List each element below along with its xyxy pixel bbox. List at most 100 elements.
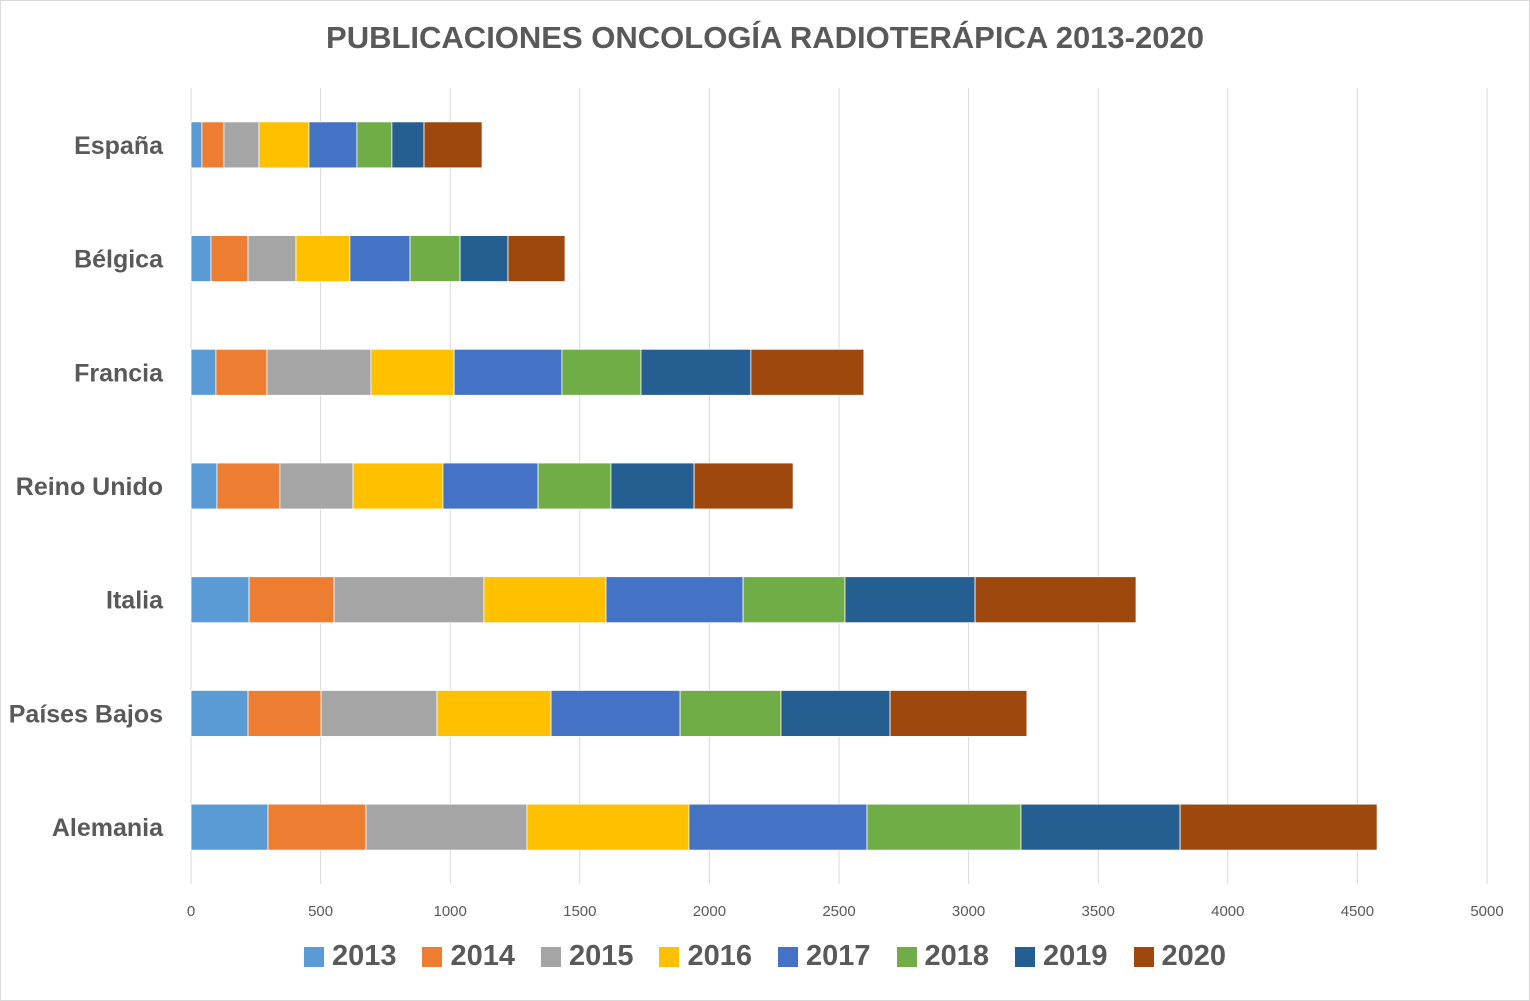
x-tick-label: 2000 bbox=[693, 903, 726, 920]
bar-segment-2017 bbox=[308, 121, 358, 169]
legend-swatch bbox=[896, 946, 917, 967]
x-tick-label: 5000 bbox=[1470, 903, 1503, 920]
bar-segment-2013 bbox=[190, 803, 269, 851]
bar-segment-2018 bbox=[561, 348, 642, 396]
bar-segment-2014 bbox=[248, 576, 335, 624]
x-tick-label: 3500 bbox=[1082, 903, 1115, 920]
bar-segment-2013 bbox=[190, 348, 217, 396]
legend-swatch bbox=[1015, 946, 1036, 967]
x-tick-label: 4000 bbox=[1211, 903, 1244, 920]
bar-segment-2020 bbox=[423, 121, 483, 169]
bar-segment-2017 bbox=[349, 235, 411, 282]
bar-segment-2016 bbox=[526, 803, 690, 851]
bar-segment-2019 bbox=[844, 576, 976, 624]
bar-segment-2016 bbox=[352, 462, 444, 510]
bar-segment-2016 bbox=[258, 121, 310, 169]
category-label: Francia bbox=[74, 359, 164, 387]
legend-swatch bbox=[540, 946, 561, 967]
legend-item-2016: 2016 bbox=[659, 940, 752, 973]
chart-title: PUBLICACIONES ONCOLOGÍA RADIOTERÁPICA 20… bbox=[326, 20, 1204, 55]
bar-segment-2017 bbox=[453, 348, 563, 396]
category-label: Alemania bbox=[52, 814, 164, 842]
legend-swatch bbox=[303, 946, 324, 967]
legend-label: 2013 bbox=[331, 940, 397, 972]
legend-item-2014: 2014 bbox=[422, 940, 515, 973]
category-label: Países Bajos bbox=[9, 700, 163, 728]
bar-segment-2015 bbox=[279, 462, 354, 510]
x-tick-label: 1500 bbox=[563, 903, 596, 920]
bar-segment-2018 bbox=[866, 803, 1022, 851]
legend-label: 2015 bbox=[568, 940, 634, 972]
bar-segment-2014 bbox=[210, 235, 249, 282]
legend-item-2015: 2015 bbox=[540, 940, 634, 973]
bar-segment-2019 bbox=[1020, 803, 1181, 851]
legend-swatch bbox=[422, 946, 443, 967]
bar-segment-2017 bbox=[688, 803, 868, 851]
legend-swatch bbox=[778, 946, 798, 967]
bar-segment-2018 bbox=[409, 235, 461, 282]
bar-segment-2015 bbox=[365, 803, 528, 851]
x-tick-label: 4500 bbox=[1341, 903, 1374, 920]
bar-segment-2013 bbox=[190, 462, 218, 510]
bar-segment-2018 bbox=[679, 690, 782, 737]
bar-segment-2015 bbox=[247, 235, 297, 282]
bar-segment-2018 bbox=[537, 462, 612, 510]
x-tick-label: 1000 bbox=[434, 903, 467, 920]
bar-segment-2017 bbox=[605, 576, 744, 624]
legend-item-2017: 2017 bbox=[778, 940, 871, 973]
bar-segment-2016 bbox=[483, 576, 607, 624]
bar-segment-2020 bbox=[974, 576, 1137, 624]
bar-segment-2018 bbox=[742, 576, 846, 624]
bar-segment-2018 bbox=[356, 121, 393, 169]
bar-segment-2019 bbox=[640, 348, 752, 396]
bar-segment-2020 bbox=[750, 348, 865, 396]
legend-item-2013: 2013 bbox=[303, 940, 397, 973]
x-tick-label: 500 bbox=[308, 903, 333, 920]
category-label: España bbox=[74, 132, 164, 160]
x-tick-label: 2500 bbox=[822, 903, 855, 920]
legend-label: 2018 bbox=[924, 940, 990, 972]
legend-label: 2019 bbox=[1043, 940, 1108, 972]
bar-segment-2019 bbox=[459, 235, 509, 282]
legend: 2013 2014 2015 2016 2017 2018 2019 2020 bbox=[0, 940, 1530, 973]
legend-item-2020: 2020 bbox=[1133, 940, 1227, 973]
bar-segment-2019 bbox=[391, 121, 425, 169]
legend-label: 2017 bbox=[806, 940, 871, 972]
bar-segment-2013 bbox=[190, 690, 249, 737]
bar-segment-2015 bbox=[333, 576, 485, 624]
bar-segment-2015 bbox=[266, 348, 372, 396]
bar-segment-2016 bbox=[370, 348, 455, 396]
legend-label: 2016 bbox=[687, 940, 752, 972]
bar-segment-2016 bbox=[295, 235, 351, 282]
bar-segment-2020 bbox=[889, 690, 1028, 737]
bar-segment-2014 bbox=[216, 462, 281, 510]
bar-segment-2015 bbox=[320, 690, 438, 737]
category-label: Italia bbox=[106, 587, 164, 615]
bar-segment-2020 bbox=[1179, 803, 1378, 851]
legend-swatch bbox=[659, 946, 680, 967]
bar-segment-2014 bbox=[267, 803, 367, 851]
bar-segment-2013 bbox=[190, 121, 203, 169]
bar-segment-2015 bbox=[223, 121, 260, 169]
bar-segment-2019 bbox=[610, 462, 695, 510]
bar-segment-2016 bbox=[436, 690, 552, 737]
bar-segment-2017 bbox=[550, 690, 681, 737]
x-tick-label: 3000 bbox=[952, 903, 985, 920]
bar-segment-2013 bbox=[190, 235, 212, 282]
legend-label: 2014 bbox=[450, 940, 515, 972]
bar-segment-2014 bbox=[215, 348, 268, 396]
category-label: Reino Unido bbox=[16, 473, 163, 501]
bar-segment-2020 bbox=[507, 235, 566, 282]
legend-item-2018: 2018 bbox=[896, 940, 990, 973]
x-tick-label: 0 bbox=[187, 903, 195, 920]
bar-segment-2020 bbox=[693, 462, 794, 510]
bar-segment-2017 bbox=[442, 462, 539, 510]
bar-segment-2014 bbox=[201, 121, 225, 169]
category-label: Bélgica bbox=[74, 246, 164, 274]
legend-item-2019: 2019 bbox=[1015, 940, 1108, 973]
legend-label: 2020 bbox=[1161, 940, 1227, 972]
bar-segment-2014 bbox=[247, 690, 322, 737]
bar-segment-2019 bbox=[780, 690, 891, 737]
legend-swatch bbox=[1133, 946, 1154, 967]
